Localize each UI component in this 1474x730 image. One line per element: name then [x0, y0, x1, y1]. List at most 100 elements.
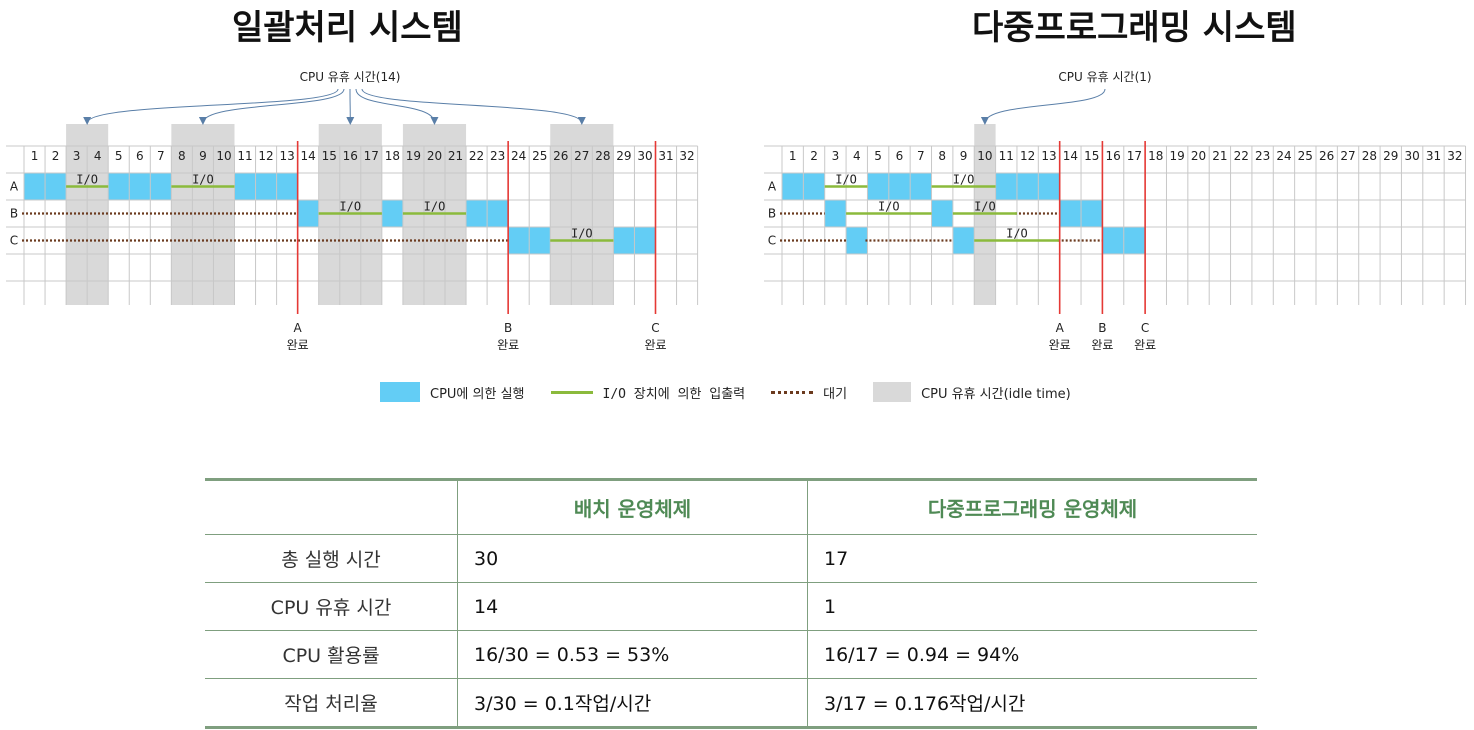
batch-column-number: 11 [237, 149, 252, 163]
multi-column-number: 4 [853, 149, 861, 163]
batch-column-number: 10 [216, 149, 231, 163]
batch-idle-arrow [83, 88, 339, 125]
batch-column-number: 29 [616, 149, 631, 163]
table-header-batch: 배치 운영체제 [457, 478, 808, 535]
multi-io-label: I/O [878, 200, 900, 214]
batch-column-number: 20 [427, 149, 442, 163]
batch-cpu-block-b [297, 200, 319, 227]
cell-multi-throughput: 3/17 = 0.176작업/시간 [807, 678, 1257, 729]
multi-column-number: 25 [1298, 149, 1313, 163]
batch-column-number: 13 [279, 149, 294, 163]
multi-column-number: 17 [1127, 149, 1142, 163]
multi-column-number: 9 [960, 149, 968, 163]
legend-io-label: I/O 장치에 의한 입출력 [602, 386, 746, 402]
multi-column-number: 28 [1362, 149, 1377, 163]
legend-wait-swatch [771, 390, 814, 394]
multi-completion-job: B [1098, 321, 1106, 335]
batch-column-number: 12 [258, 149, 273, 163]
batch-column-number: 25 [532, 149, 547, 163]
batch-io-label: I/O [339, 200, 361, 214]
batch-timing-chart: 1 2 3 4 5 6 7 8 9 10 11 12 13 14 15 16 17 18 19 20 21 22 23 24 2… [6, 70, 699, 352]
batch-column-number: 5 [115, 149, 123, 163]
multi-column-number: 27 [1340, 149, 1355, 163]
multi-completion-label: 완료 [1091, 338, 1113, 352]
multi-io-label: I/O [974, 200, 996, 214]
batch-column-number: 2 [52, 149, 60, 163]
batch-column-number: 17 [364, 149, 379, 163]
multi-cpu-block-b [931, 200, 953, 227]
multi-completion-label: 완료 [1134, 338, 1156, 352]
multi-column-number: 18 [1148, 149, 1163, 163]
batch-idle-arrow [198, 88, 345, 125]
batch-column-number: 24 [511, 149, 526, 163]
row-label-utilization: CPU 활용률 [205, 630, 458, 679]
cell-batch-idle-time: 14 [457, 582, 808, 631]
batch-io-label: I/O [571, 227, 593, 241]
batch-idle-label: CPU 유휴 시간(14) [300, 70, 401, 84]
batch-column-number: 1 [31, 149, 39, 163]
batch-column-number: 9 [199, 149, 207, 163]
multi-completion-job: C [1141, 321, 1149, 335]
multi-cpu-block-b [824, 200, 847, 227]
batch-column-number: 22 [469, 149, 484, 163]
batch-column-number: 18 [385, 149, 400, 163]
multi-column-number: 30 [1404, 149, 1419, 163]
legend-io: I/O 장치에 의한 입출력 [550, 383, 746, 402]
multi-column-number: 31 [1426, 149, 1441, 163]
cell-batch-throughput: 3/30 = 0.1작업/시간 [457, 678, 808, 729]
table-header-multi: 다중프로그래밍 운영체제 [807, 478, 1257, 535]
batch-column-number: 6 [136, 149, 144, 163]
batch-column-number: 15 [322, 149, 337, 163]
legend: CPU에 의한 실행 I/O 장치에 의한 입출력 대기 CPU 유휴 시간(i… [380, 380, 1097, 404]
batch-column-number: 28 [595, 149, 610, 163]
multi-column-number: 21 [1212, 149, 1227, 163]
batch-row-label: B [10, 207, 18, 221]
cell-batch-total-time: 30 [457, 534, 808, 583]
table-row: 작업 처리율 3/30 = 0.1작업/시간 3/17 = 0.176작업/시간 [205, 678, 1257, 729]
cell-multi-total-time: 17 [807, 534, 1257, 583]
multi-column-number: 11 [999, 149, 1014, 163]
multi-column-number: 2 [810, 149, 818, 163]
multi-column-number: 29 [1383, 149, 1398, 163]
multi-column-number: 3 [832, 149, 840, 163]
multi-idle-arrow [980, 88, 1106, 125]
cell-multi-idle-time: 1 [807, 582, 1257, 631]
batch-column-number: 16 [343, 149, 358, 163]
batch-cpu-block-b [381, 200, 403, 227]
cell-batch-utilization: 16/30 = 0.53 = 53% [457, 630, 808, 679]
multi-column-number: 5 [874, 149, 882, 163]
table-row: 총 실행 시간 30 17 [205, 534, 1257, 583]
multi-column-number: 10 [977, 149, 992, 163]
multiprogramming-title: 다중프로그래밍 시스템 [972, 8, 1297, 48]
legend-cpu-swatch [380, 382, 420, 402]
batch-column-number: 19 [406, 149, 421, 163]
multi-row-label: A [768, 180, 777, 194]
multi-column-number: 32 [1447, 149, 1462, 163]
batch-io-label: I/O [192, 173, 214, 187]
batch-cpu-block-a [108, 173, 172, 200]
multi-column-number: 13 [1041, 149, 1056, 163]
batch-completion-label: 완료 [287, 338, 309, 352]
legend-idle-label: CPU 유휴 시간(idle time) [921, 386, 1071, 402]
multi-column-number: 6 [896, 149, 904, 163]
multi-cpu-block-a [995, 173, 1060, 200]
multi-idle-label: CPU 유휴 시간(1) [1058, 70, 1151, 84]
legend-wait-label: 대기 [823, 386, 848, 402]
batch-completion-job: B [504, 321, 512, 335]
batch-completion-job: A [294, 321, 303, 335]
multi-column-number: 14 [1063, 149, 1078, 163]
batch-completion-job: C [651, 321, 659, 335]
legend-wait: 대기 [771, 383, 847, 402]
batch-column-number: 3 [73, 149, 81, 163]
batch-column-number: 21 [448, 149, 463, 163]
multi-column-number: 26 [1319, 149, 1334, 163]
table-row: CPU 유휴 시간 14 1 [205, 582, 1257, 631]
multi-column-number: 16 [1105, 149, 1120, 163]
batch-completion-label: 완료 [497, 338, 519, 352]
batch-column-number: 32 [679, 149, 694, 163]
batch-idle-arrow [355, 88, 439, 125]
batch-idle-region [550, 124, 614, 305]
multi-column-number: 22 [1234, 149, 1249, 163]
multi-column-number: 7 [917, 149, 925, 163]
legend-io-swatch [550, 390, 593, 394]
